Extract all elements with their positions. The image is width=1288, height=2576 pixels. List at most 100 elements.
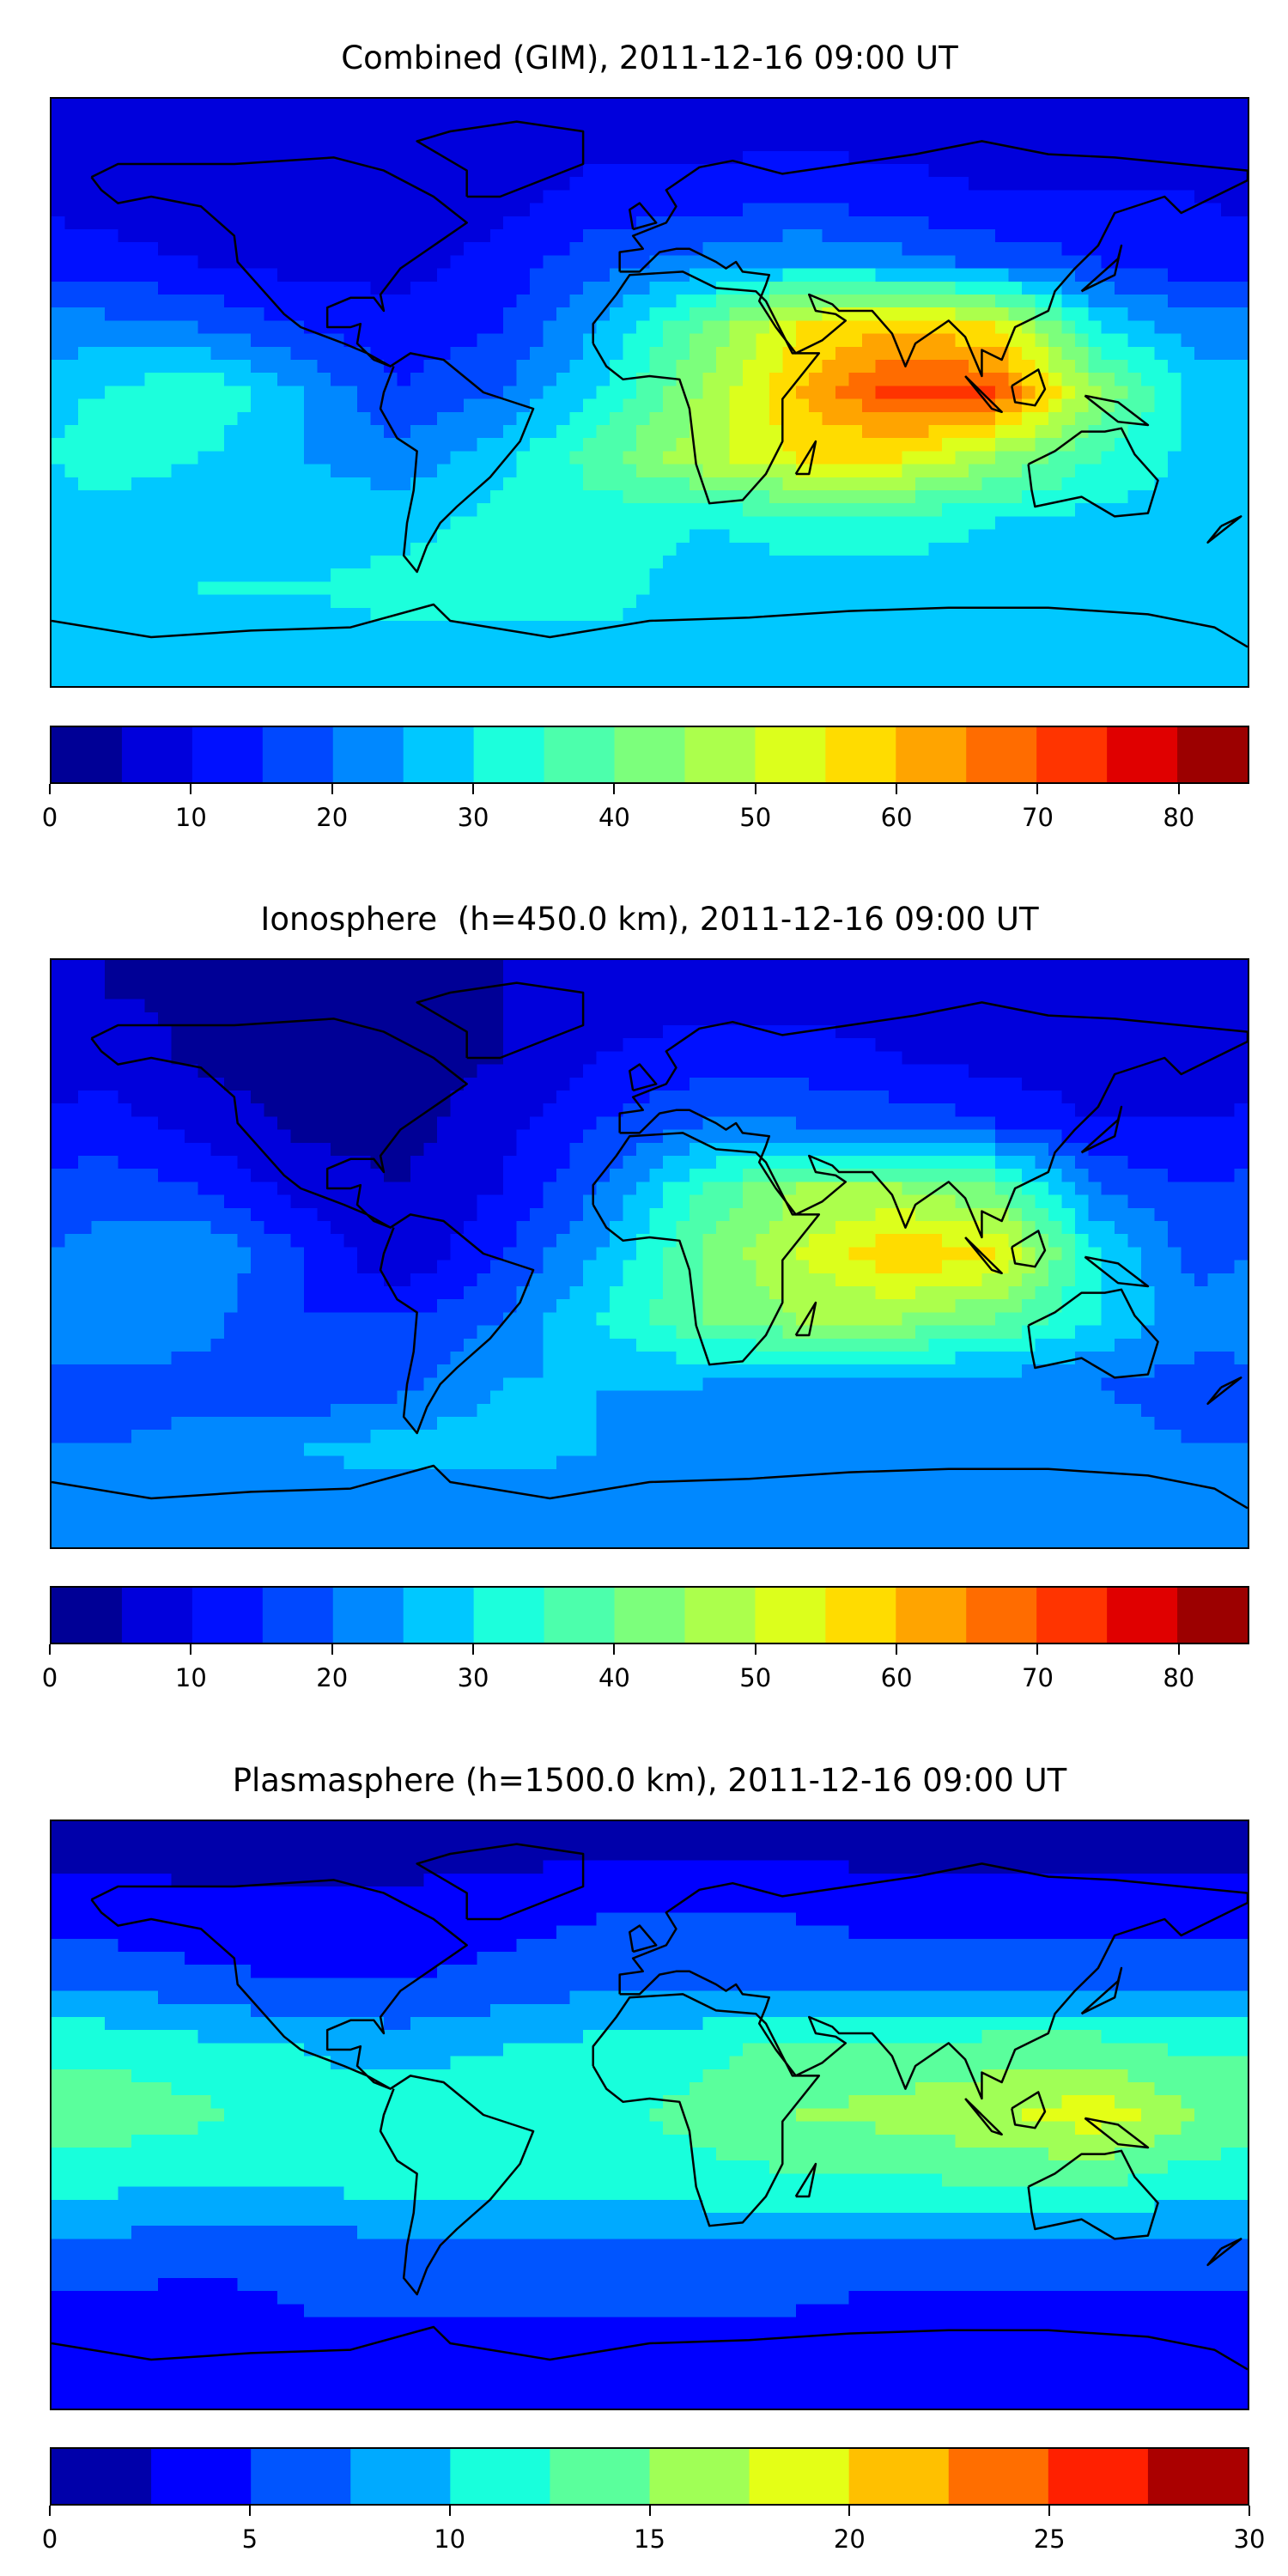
heatmap-cell [543,516,557,531]
heatmap-cell [583,634,598,647]
heatmap-cell [64,216,79,230]
heatmap-cell [981,150,996,165]
heatmap-cell [875,621,890,635]
heatmap-cell [809,542,823,556]
heatmap-cell [343,346,358,361]
heatmap-cell [383,634,398,647]
heatmap-cell [118,542,132,556]
heatmap-cell [450,438,465,452]
heatmap-cell [277,986,292,1000]
heatmap-cell [410,295,424,308]
heatmap-cell [1221,216,1236,230]
heatmap-cell [450,177,465,191]
heatmap-cell [623,516,637,531]
heatmap-cell [463,112,477,125]
heatmap-cell [596,360,611,374]
heatmap-cell [104,647,118,661]
heatmap-cell [1088,216,1103,230]
heatmap-cell [1168,464,1182,478]
heatmap-cell [52,1064,66,1078]
heatmap-cell [290,411,305,426]
heatmap-cell [184,216,198,230]
heatmap-cell [450,999,465,1013]
heatmap-cell [610,621,624,635]
heatmap-cell [397,203,411,217]
heatmap-cell [702,307,717,321]
heatmap-cell [410,960,424,974]
heatmap-cell [862,255,877,270]
heatmap-cell [91,203,106,217]
heatmap-cell [1141,373,1156,386]
heatmap-cell [397,451,411,465]
heatmap-cell [1127,386,1142,400]
heatmap-cell [304,1012,319,1026]
heatmap-cell [822,1012,836,1026]
heatmap-cell [1021,242,1036,256]
heatmap-cell [955,581,969,596]
heatmap-cell [1101,464,1115,478]
heatmap-cell [623,634,637,647]
heatmap-cell [649,973,664,987]
heatmap-cell [1194,386,1209,400]
coastline [90,156,468,368]
heatmap-cell [1154,216,1169,230]
heatmap-cell [317,255,331,270]
heatmap-cell [889,634,903,647]
heatmap-cell [118,451,132,465]
heatmap-cell [1035,112,1049,125]
heatmap-cell [942,177,957,191]
heatmap-cell [1154,373,1169,386]
heatmap-cell [835,1038,850,1052]
heatmap-cell [1008,503,1023,517]
heatmap-cell [610,542,624,556]
heatmap-cell [610,425,624,439]
heatmap-cell [915,477,930,491]
heatmap-cell [636,411,651,426]
heatmap-cell [649,373,664,386]
heatmap-cell [689,647,704,661]
heatmap-cell [516,1025,531,1039]
heatmap-cell [516,581,531,596]
heatmap-cell [1048,464,1062,478]
heatmap-cell [1141,516,1156,531]
heatmap-cell [290,607,305,622]
heatmap-cell [1154,360,1169,374]
heatmap-cell [955,190,969,204]
heatmap-cell [184,360,198,374]
heatmap-cell [543,647,557,661]
heatmap-cell [1154,268,1169,283]
heatmap-cell [928,177,943,191]
heatmap-cell [224,1038,239,1052]
heatmap-cell [1088,137,1103,152]
heatmap-cell [623,242,637,256]
heatmap-cell [662,672,677,686]
heatmap-cell [702,360,717,374]
heatmap-cell [1061,581,1076,596]
heatmap-cell [197,490,212,504]
heatmap-cell [503,333,518,348]
heatmap-cell [423,647,438,661]
heatmap-cell [862,647,877,661]
heatmap-cell [1115,386,1129,400]
heatmap-cell [1127,999,1142,1013]
heatmap-cell [822,229,836,243]
heatmap-cell [1181,1025,1195,1039]
heatmap-cell [383,542,398,556]
heatmap-cell [1194,594,1209,609]
heatmap-cell [968,490,983,504]
heatmap-cell [715,1038,730,1052]
heatmap-cell [543,281,557,295]
heatmap-cell [769,529,783,544]
heatmap-cell [782,973,797,987]
heatmap-cell [410,164,424,178]
heatmap-cell [1207,960,1222,974]
heatmap-cell [463,1012,477,1026]
heatmap-cell [264,999,278,1013]
heatmap-cell [224,281,239,295]
heatmap-cell [1021,503,1036,517]
heatmap-cell [489,295,504,308]
heatmap-cell [1168,229,1182,243]
heatmap-cell [197,177,212,191]
heatmap-cell [1194,346,1209,361]
heatmap-cell [968,425,983,439]
